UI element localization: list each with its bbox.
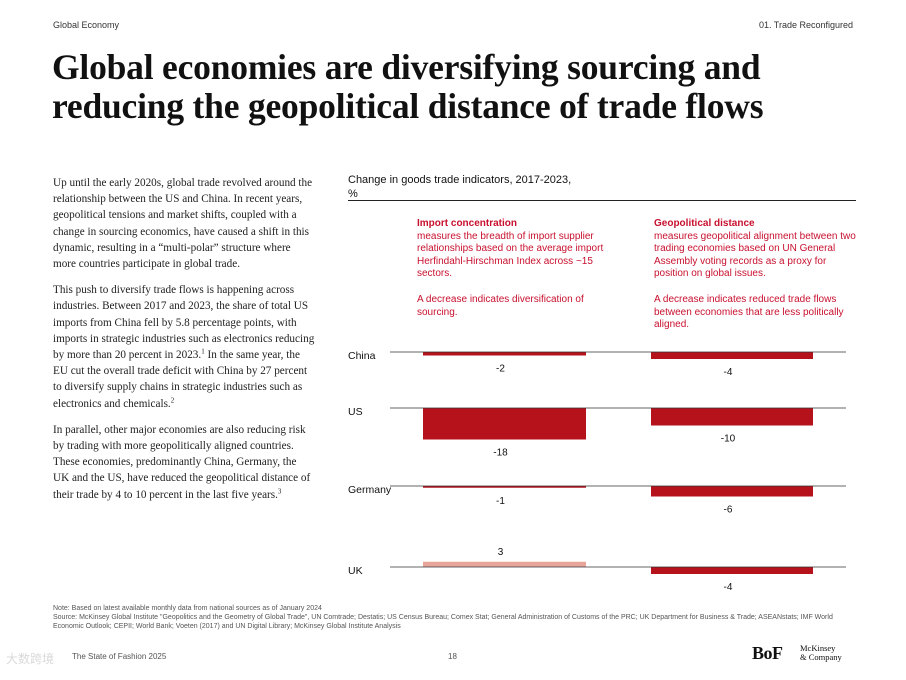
paragraph-3: In parallel, other major economies are a…: [53, 422, 315, 503]
watermark: 大数跨境: [6, 652, 55, 666]
title-line-2: reducing the geopolitical distance of tr…: [52, 86, 764, 126]
category-label-us: US: [348, 406, 363, 418]
paragraph-2-text-b: In the same year, the EU cut the overall…: [53, 349, 308, 410]
legend-2-heading: Geopolitical distance: [654, 218, 755, 229]
value-label-import-concentration-us: -18: [493, 448, 508, 459]
bar-geopolitical-distance-china: [651, 352, 813, 359]
legend-import-concentration: Import concentration measures the breadt…: [417, 218, 622, 319]
legend-2-note: A decrease indicates reduced trade flows…: [654, 293, 844, 331]
bof-logo: BoF: [752, 643, 783, 663]
footnote-ref-1: 1: [201, 347, 205, 356]
value-label-import-concentration-germany: -1: [496, 496, 505, 507]
category-label-uk: UK: [348, 565, 363, 577]
value-label-geopolitical-distance-china: -4: [724, 367, 733, 378]
footnotes: Note: Based on latest available monthly …: [53, 604, 853, 631]
chapter-label: 01. Trade Reconfigured: [758, 20, 853, 30]
legend-1-description: measures the breadth of import supplier …: [417, 230, 604, 280]
paragraph-2: This push to diversify trade flows is ha…: [53, 282, 315, 412]
mckinsey-logo-line-1: McKinsey: [800, 643, 836, 653]
page-title: Global economies are diversifying sourci…: [52, 48, 862, 126]
value-label-geopolitical-distance-germany: -6: [724, 505, 733, 516]
value-label-import-concentration-uk: 3: [498, 547, 504, 558]
legend-geopolitical-distance: Geopolitical distance measures geopoliti…: [654, 218, 859, 332]
paragraph-1: Up until the early 2020s, global trade r…: [53, 177, 313, 271]
value-label-geopolitical-distance-uk: -4: [724, 582, 733, 593]
mckinsey-logo: McKinsey & Company: [800, 644, 842, 662]
bar-import-concentration-china: [423, 352, 586, 356]
paragraph-3-text: In parallel, other major economies are a…: [53, 423, 311, 501]
paragraph-2-text-a: This push to diversify trade flows is ha…: [53, 284, 315, 362]
category-label-germany: Germany: [348, 484, 392, 496]
category-label-china: China: [348, 350, 376, 362]
body-text: Up until the early 2020s, global trade r…: [53, 175, 315, 513]
bar-import-concentration-us: [423, 408, 586, 440]
footnote-note: Note: Based on latest available monthly …: [53, 605, 322, 612]
legend-1-heading: Import concentration: [417, 218, 518, 229]
bar-geopolitical-distance-uk: [651, 567, 813, 574]
bar-import-concentration-germany: [423, 486, 586, 488]
publication-name: The State of Fashion 2025: [72, 652, 167, 661]
chart-unit: %: [348, 187, 358, 200]
value-label-import-concentration-china: -2: [496, 364, 505, 375]
legend-2-description: measures geopolitical alignment between …: [654, 230, 856, 280]
bar-import-concentration-uk: [423, 561, 586, 567]
mckinsey-logo-line-2: & Company: [800, 652, 842, 662]
bar-geopolitical-distance-germany: [651, 486, 813, 497]
section-label: Global Economy: [53, 20, 120, 30]
footnote-ref-3: 3: [277, 486, 282, 495]
footnote-ref-2: 2: [170, 395, 175, 404]
value-label-geopolitical-distance-us: -10: [721, 434, 736, 445]
footnote-source: Source: McKinsey Global Institute "Geopo…: [53, 614, 833, 630]
bar-geopolitical-distance-us: [651, 408, 813, 426]
chart-title: Change in goods trade indicators, 2017-2…: [348, 174, 648, 201]
chart-top-rule: [348, 200, 856, 201]
legend-1-note: A decrease indicates diversification of …: [417, 293, 584, 318]
page-number: 18: [448, 652, 457, 661]
title-line-1: Global economies are diversifying sourci…: [52, 47, 761, 87]
chart-title-text: Change in goods trade indicators, 2017-2…: [348, 174, 572, 186]
